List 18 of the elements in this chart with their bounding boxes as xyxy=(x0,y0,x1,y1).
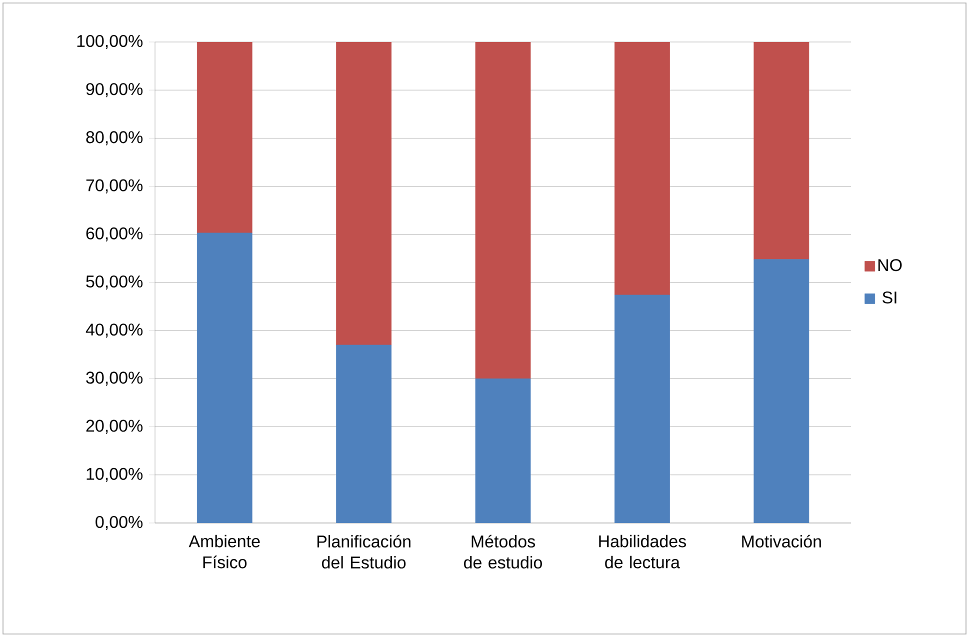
x-tick-label: Planificación del Estudio xyxy=(317,534,410,569)
y-tick-label: 100,00% xyxy=(77,34,143,50)
x-tick-label: Motivación xyxy=(742,534,821,548)
y-tick-label: 90,00% xyxy=(86,83,143,98)
y-tick-label: 50,00% xyxy=(86,275,143,290)
y-tick-label: 30,00% xyxy=(86,372,143,386)
x-tick-label: Ambiente Físico xyxy=(188,534,260,568)
y-tick-label: 0,00% xyxy=(96,516,143,530)
x-tick-label: Métodos de estudio xyxy=(464,534,542,569)
y-tick-label: 80,00% xyxy=(86,131,143,146)
y-tick-label: 70,00% xyxy=(86,179,143,194)
legend-label: SI xyxy=(882,291,896,304)
legend-label: NO xyxy=(878,259,902,272)
x-tick-label: Habilidades de lectura xyxy=(599,534,686,568)
y-tick-label: 40,00% xyxy=(86,324,143,338)
y-tick-label: 10,00% xyxy=(86,468,143,482)
y-tick-label: 20,00% xyxy=(86,420,143,434)
y-tick-label: 60,00% xyxy=(86,227,143,242)
